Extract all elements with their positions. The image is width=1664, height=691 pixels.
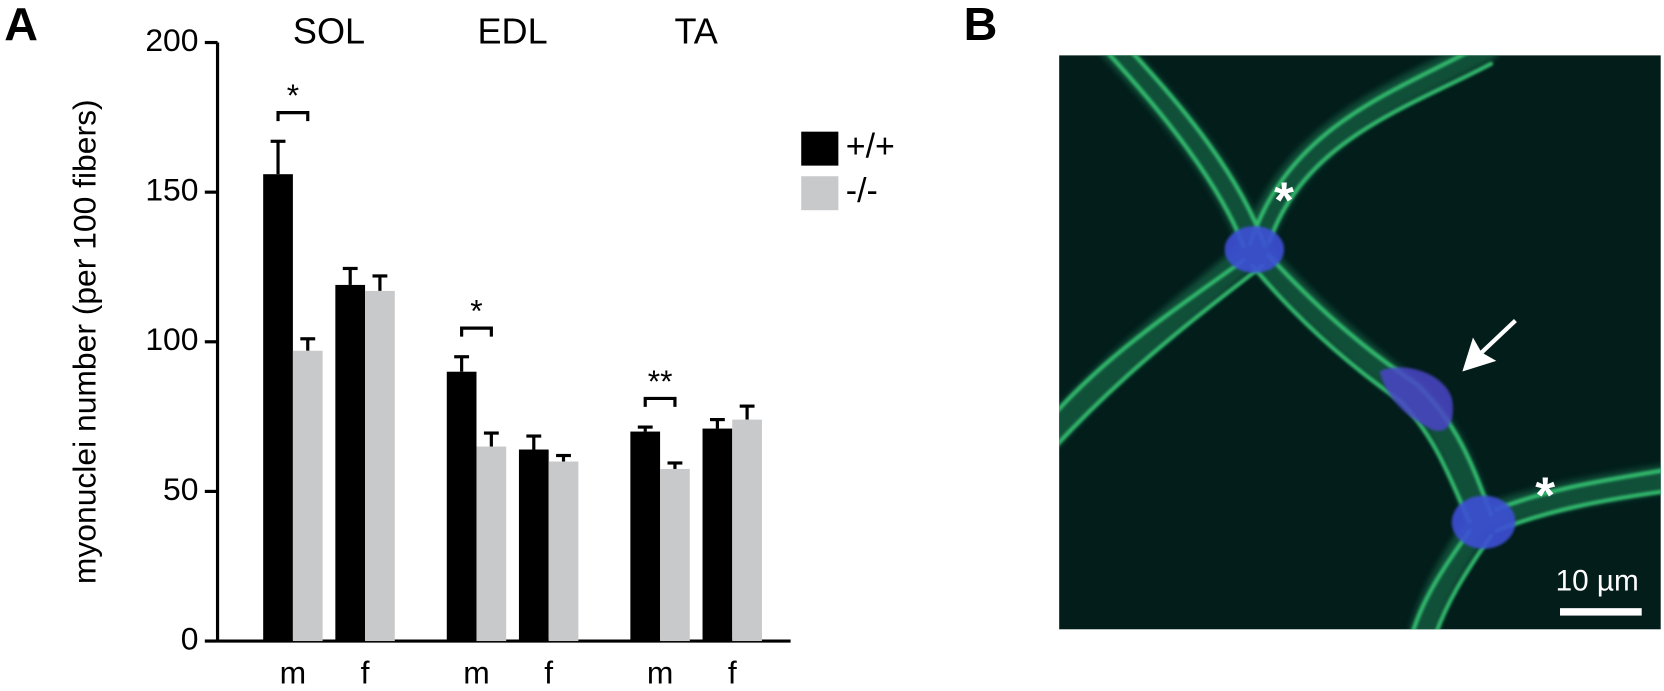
bar (548, 461, 579, 642)
bar (630, 431, 661, 642)
significance-label: * (470, 293, 482, 329)
x-tick-label: f (728, 654, 737, 690)
bar (702, 428, 733, 642)
y-tick-label: 0 (181, 620, 199, 656)
group-label: TA (674, 11, 717, 52)
nucleus (1224, 226, 1285, 273)
x-tick-label: m (463, 654, 490, 690)
y-tick-label: 50 (163, 471, 198, 507)
significance-label: ** (648, 363, 673, 399)
y-tick-label: 200 (145, 22, 198, 58)
bar (732, 419, 762, 642)
legend-label: -/- (846, 172, 878, 210)
significance-label: * (287, 77, 299, 113)
x-tick-label: f (544, 654, 553, 690)
x-tick-label: m (647, 654, 674, 690)
x-tick-label: m (280, 654, 307, 690)
y-tick-label: 100 (145, 321, 198, 357)
bar (292, 350, 323, 642)
group-label: EDL (477, 11, 547, 52)
bar-chart: 0 50 100 150 200 myonuclei number (per 100 fi… (66, 11, 894, 691)
scale-bar-label: 10 µm (1556, 565, 1639, 598)
bar (335, 284, 366, 642)
asterisk-marker: * (1274, 171, 1294, 228)
group-label: SOL (293, 11, 365, 52)
x-tick-label: f (361, 654, 370, 690)
legend-label: +/+ (846, 128, 895, 166)
micrograph: * * 10 µm (1059, 55, 1661, 630)
bar (365, 290, 395, 642)
bar (660, 468, 690, 642)
significance-bracket (460, 326, 493, 337)
significance-bracket (643, 396, 677, 407)
bar (518, 449, 549, 642)
scale-bar (1560, 608, 1642, 616)
y-axis-label: myonuclei number (per 100 fibers) (66, 99, 102, 584)
significance-bracket (276, 111, 310, 122)
bar (446, 371, 477, 642)
nucleus (1379, 367, 1453, 431)
y-tick-label: 150 (145, 172, 198, 208)
arrow (1462, 319, 1517, 372)
asterisk-marker: * (1535, 466, 1555, 523)
legend-swatch (801, 176, 839, 211)
legend-swatch (801, 131, 839, 166)
nucleus (1451, 495, 1516, 549)
bar (263, 174, 293, 642)
panel-label: B (964, 0, 998, 50)
bar (476, 446, 507, 642)
panel-label: A (4, 0, 38, 50)
